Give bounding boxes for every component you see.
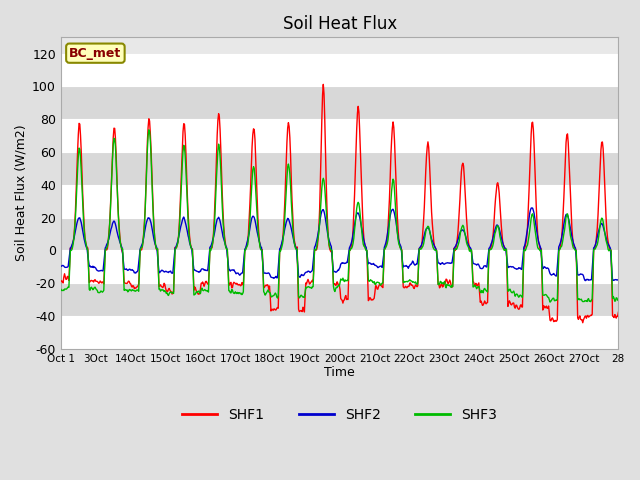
Title: Soil Heat Flux: Soil Heat Flux (282, 15, 397, 33)
SHF1 (57, 278, 65, 284)
Bar (61, 316, 618, 348)
Legend: SHF1, SHF2, SHF3: SHF1, SHF2, SHF3 (177, 402, 502, 428)
SHF2 (609, 278, 616, 284)
SHF2 (253, 225, 260, 231)
SHF2 (528, 205, 536, 211)
SHF1 (225, 281, 232, 287)
SHF1 (253, 178, 260, 183)
SHF1 (429, 230, 437, 236)
SHF3 (398, 248, 406, 253)
SHF3 (57, 287, 65, 292)
SHF3 (429, 244, 437, 250)
SHF3 (546, 299, 554, 305)
Bar (61, 185, 618, 217)
SHF3 (253, 214, 261, 220)
Bar (61, 86, 618, 119)
SHF2 (428, 238, 436, 244)
SHF3 (122, 287, 130, 293)
SHF1 (579, 320, 587, 325)
SHF2 (614, 276, 622, 282)
Line: SHF1: SHF1 (61, 84, 618, 323)
SHF2 (274, 275, 282, 280)
Bar (61, 119, 618, 152)
SHF1 (398, 247, 406, 252)
SHF3 (226, 288, 234, 294)
SHF2 (397, 244, 405, 250)
X-axis label: Time: Time (324, 366, 355, 379)
SHF3 (145, 127, 153, 132)
SHF2 (122, 266, 130, 272)
SHF1 (122, 280, 130, 286)
Line: SHF3: SHF3 (61, 130, 618, 302)
Bar (61, 152, 618, 185)
Text: BC_met: BC_met (69, 47, 122, 60)
SHF1 (614, 310, 622, 315)
SHF2 (225, 266, 232, 272)
Bar (61, 283, 618, 316)
Bar (61, 54, 618, 86)
SHF3 (614, 298, 622, 303)
SHF3 (275, 293, 282, 299)
Line: SHF2: SHF2 (61, 208, 618, 281)
SHF2 (57, 264, 65, 269)
Bar (61, 251, 618, 283)
SHF1 (274, 305, 282, 311)
Y-axis label: Soil Heat Flux (W/m2): Soil Heat Flux (W/m2) (15, 125, 28, 261)
SHF1 (319, 82, 327, 87)
Bar (61, 217, 618, 251)
